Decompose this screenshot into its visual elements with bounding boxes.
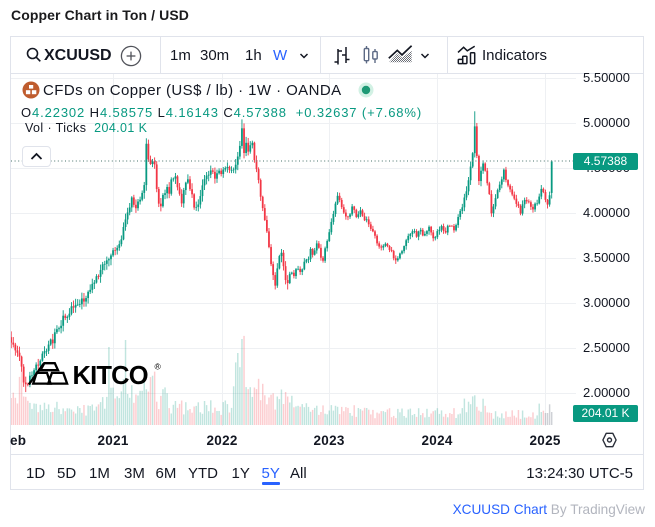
svg-text:KITCO: KITCO	[73, 362, 148, 388]
svg-text:®: ®	[155, 362, 162, 372]
